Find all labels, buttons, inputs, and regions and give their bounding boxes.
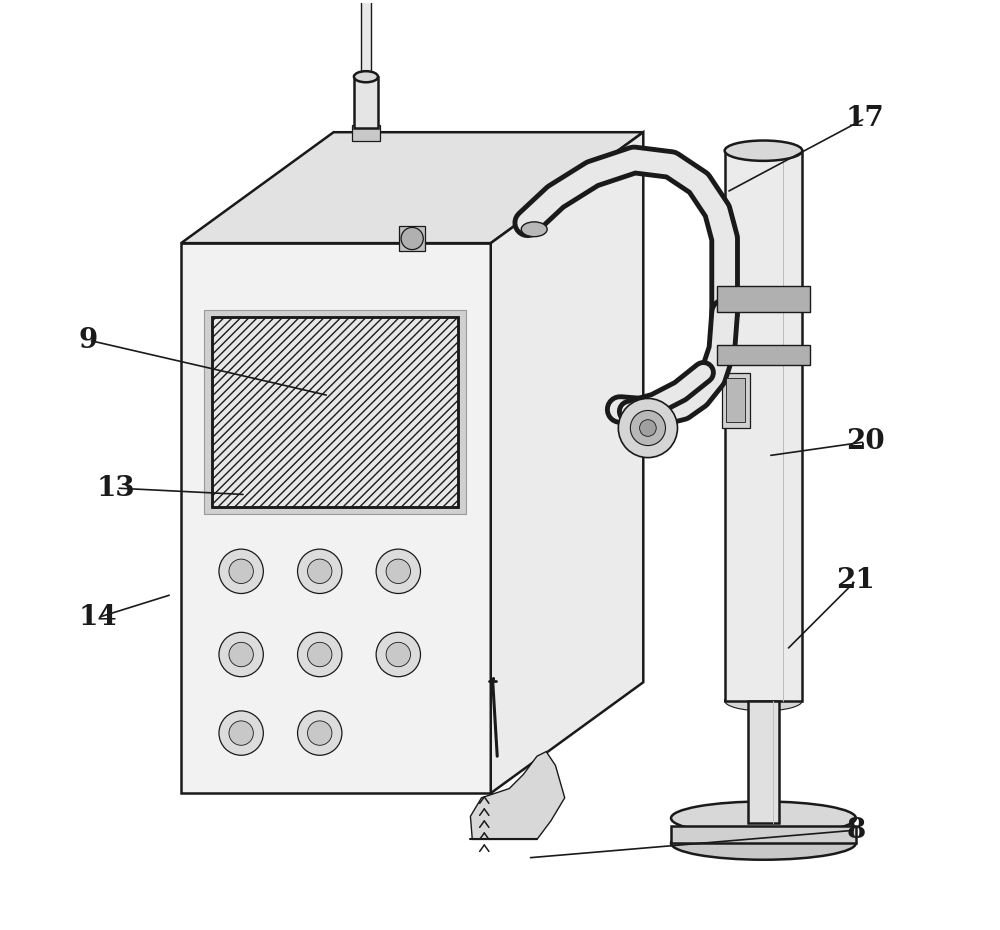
Circle shape [308, 721, 332, 745]
Circle shape [386, 643, 411, 667]
Bar [722, 373, 750, 428]
Bar [726, 379, 745, 422]
Text: 20: 20 [846, 429, 884, 456]
Polygon shape [181, 243, 491, 793]
Circle shape [308, 643, 332, 667]
Bar [399, 226, 425, 251]
Circle shape [298, 632, 342, 677]
Text: 8: 8 [846, 817, 866, 844]
Bar [352, 125, 380, 141]
Text: 9: 9 [79, 326, 98, 353]
Polygon shape [204, 310, 466, 514]
Ellipse shape [725, 691, 802, 711]
Bar [717, 286, 810, 312]
Polygon shape [491, 132, 643, 793]
Circle shape [376, 549, 420, 593]
Ellipse shape [354, 72, 378, 82]
Circle shape [229, 643, 253, 667]
Circle shape [640, 419, 656, 436]
Circle shape [386, 559, 411, 583]
Circle shape [219, 549, 263, 593]
Bar [748, 700, 779, 823]
Circle shape [298, 549, 342, 593]
Text: 21: 21 [837, 567, 875, 594]
Bar [725, 151, 802, 700]
Circle shape [376, 632, 420, 677]
Circle shape [401, 228, 423, 249]
Circle shape [229, 559, 253, 583]
Circle shape [219, 632, 263, 677]
Bar [354, 77, 378, 127]
Bar [361, 0, 371, 77]
Circle shape [219, 711, 263, 755]
Ellipse shape [725, 140, 802, 161]
Bar [671, 827, 856, 844]
Ellipse shape [671, 827, 856, 859]
Circle shape [630, 410, 665, 445]
Text: 14: 14 [79, 604, 117, 631]
Ellipse shape [671, 802, 856, 835]
Polygon shape [181, 132, 643, 243]
Circle shape [229, 721, 253, 745]
Text: 17: 17 [846, 105, 885, 132]
Bar [717, 345, 810, 365]
Polygon shape [470, 751, 565, 840]
Circle shape [298, 711, 342, 755]
Circle shape [308, 559, 332, 583]
Ellipse shape [521, 222, 547, 236]
Circle shape [618, 398, 677, 458]
Text: 13: 13 [97, 474, 136, 501]
Polygon shape [212, 317, 458, 507]
